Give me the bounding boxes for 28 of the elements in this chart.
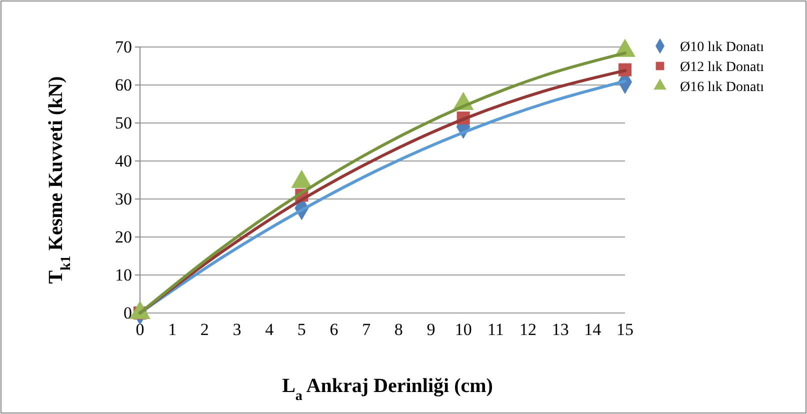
- y-tick-label: 50: [115, 113, 132, 132]
- y-tick-label: 30: [115, 189, 132, 208]
- y-tick-label: 0: [124, 303, 132, 322]
- x-tick-label: 14: [584, 320, 602, 340]
- x-tick-label: 7: [362, 320, 372, 340]
- y-tick-label: 70: [115, 37, 132, 56]
- x-tick-label: 8: [394, 320, 403, 340]
- x-tick-label: 13: [552, 320, 569, 340]
- y-tick-label: 10: [115, 265, 132, 284]
- x-tick-label: 10: [454, 320, 472, 340]
- x-axis-title: L$_{a}$ Ankraj Derinliği (cm): [282, 375, 493, 404]
- x-tick-label: 0: [136, 320, 144, 340]
- x-tick-label: 9: [426, 320, 436, 340]
- x-tick-label: 4: [265, 320, 274, 340]
- legend-label: Ø10 lık Donatı: [680, 40, 764, 55]
- x-tick-label: 1: [168, 320, 177, 340]
- legend-label: Ø16 lık Donatı: [680, 80, 764, 95]
- x-tick-label: 11: [487, 320, 504, 340]
- x-tick-label: 15: [616, 320, 634, 340]
- y-tick-label: 20: [115, 227, 132, 246]
- y-tick-label: 40: [115, 151, 132, 170]
- y-tick-label: 60: [115, 75, 132, 94]
- x-tick-label: 6: [330, 320, 338, 340]
- legend-label: Ø12 lık Donatı: [680, 60, 764, 75]
- x-tick-label: 2: [200, 320, 209, 340]
- x-tick-label: 5: [297, 320, 306, 340]
- x-tick-label: 12: [520, 320, 536, 340]
- x-tick-label: 3: [232, 320, 242, 340]
